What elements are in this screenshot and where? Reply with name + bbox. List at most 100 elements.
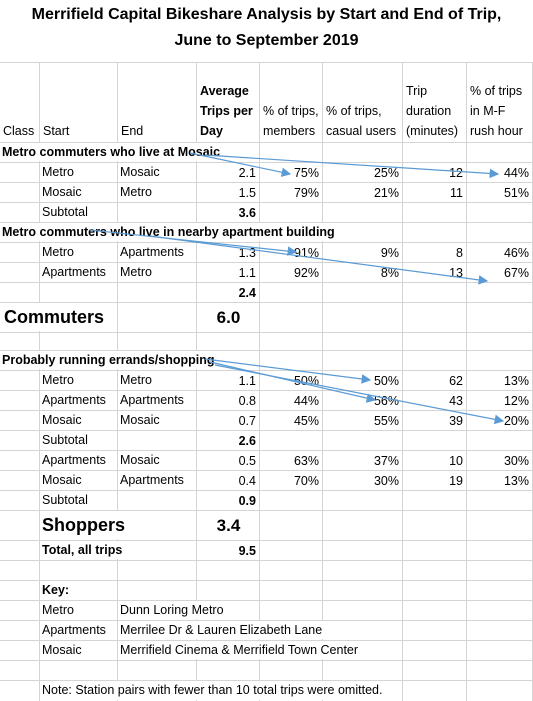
grid-cell (197, 203, 260, 223)
grid-cell (40, 203, 118, 223)
grid-cell (118, 561, 197, 581)
cell-text: Commuters (4, 303, 107, 331)
grid-cell (0, 661, 40, 681)
grid-cell (197, 143, 260, 163)
cell-text: Shoppers (42, 511, 128, 539)
grid-cell (0, 451, 40, 471)
grid-cell (118, 491, 197, 511)
cell-text: Metro commuters who live at Mosaic (2, 143, 223, 161)
cell-text: 44% (293, 394, 319, 408)
grid-cell (118, 303, 197, 333)
cell-text: Mosaic (120, 451, 162, 469)
grid-cell (118, 411, 197, 431)
grid-cell (197, 391, 260, 411)
grid-cell (40, 641, 118, 661)
grid-cell (403, 351, 467, 371)
grid-cell (260, 561, 323, 581)
grid-cell (403, 681, 467, 701)
title: Merrifield Capital Bikeshare Analysis by… (31, 6, 502, 23)
cell-text: Metro (42, 371, 76, 389)
cell-text: Merrilee Dr & Lauren Elizabeth Lane (120, 621, 325, 639)
grid-cell (403, 371, 467, 391)
grid-cell (323, 471, 403, 491)
cell-text: 50% (373, 374, 399, 388)
grid-cell (403, 491, 467, 511)
cell-text: Mosaic (42, 471, 84, 489)
cell-text: 8 (456, 246, 463, 260)
grid-cell (197, 183, 260, 203)
grid-cell (40, 581, 118, 601)
grid-cell (323, 681, 403, 701)
cell-text: Probably running errands/shopping (2, 351, 217, 369)
grid-cell (40, 283, 118, 303)
cell-text: Note: Station pairs with fewer than 10 t… (42, 681, 385, 700)
grid-cell (40, 303, 118, 333)
cell-text: 0.4 (238, 474, 256, 488)
cell-text: Mosaic (42, 641, 84, 659)
grid-cell (323, 283, 403, 303)
header-cell (40, 62, 118, 143)
grid-cell (403, 601, 467, 621)
grid-cell (403, 621, 467, 641)
grid-cell (323, 491, 403, 511)
grid-cell (260, 451, 323, 471)
grid-cell (260, 511, 323, 541)
column-header: Start (43, 124, 70, 138)
grid-cell (118, 283, 197, 303)
grid-cell (197, 471, 260, 491)
grid-cell (0, 601, 40, 621)
grid-cell (260, 581, 323, 601)
cell-text: 3.6 (238, 206, 256, 220)
grid-cell (40, 601, 118, 621)
grid-cell (118, 661, 197, 681)
grid-cell (323, 263, 403, 283)
grid-cell (197, 541, 260, 561)
cell-text: 0.7 (238, 414, 256, 428)
cell-text: 51% (503, 186, 529, 200)
grid-cell (197, 243, 260, 263)
grid-cell (323, 163, 403, 183)
grid-cell (403, 541, 467, 561)
grid-cell (403, 243, 467, 263)
grid-cell (260, 491, 323, 511)
grid-cell (118, 581, 197, 601)
grid-cell (118, 511, 197, 541)
cell-text: Mosaic (42, 183, 84, 201)
column-header: End (121, 124, 144, 138)
grid-cell (118, 243, 197, 263)
grid-cell (323, 511, 403, 541)
grid-cell (40, 661, 118, 681)
grid-cell (118, 333, 197, 351)
grid-cell (0, 283, 40, 303)
grid-cell (260, 411, 323, 431)
grid-cell (118, 203, 197, 223)
grid-cell (40, 333, 118, 351)
cell-text: 45% (293, 414, 319, 428)
grid-cell (260, 143, 323, 163)
grid-cell (0, 431, 40, 451)
grid-cell (323, 601, 403, 621)
cell-text: 67% (503, 266, 529, 280)
cell-text: 30% (373, 474, 399, 488)
grid-cell (260, 243, 323, 263)
grid-cell (197, 511, 260, 541)
grid-cell (323, 641, 403, 661)
grid-cell (260, 471, 323, 491)
cell-text: Metro commuters who live in nearby apart… (2, 223, 337, 241)
cell-text: 20% (503, 414, 529, 428)
grid-cell (118, 431, 197, 451)
cell-text: Apartments (120, 391, 186, 409)
column-header: % of trips in M-F rush hour (470, 84, 523, 138)
grid-cell (0, 491, 40, 511)
grid-cell (323, 541, 403, 561)
cell-text: 13% (503, 374, 529, 388)
grid-cell (40, 391, 118, 411)
cell-text: 12 (449, 166, 463, 180)
grid-cell (40, 491, 118, 511)
grid-cell (323, 303, 403, 333)
grid-cell (403, 471, 467, 491)
grid-cell (197, 601, 260, 621)
cell-text: 2.4 (238, 286, 256, 300)
grid-cell (323, 581, 403, 601)
